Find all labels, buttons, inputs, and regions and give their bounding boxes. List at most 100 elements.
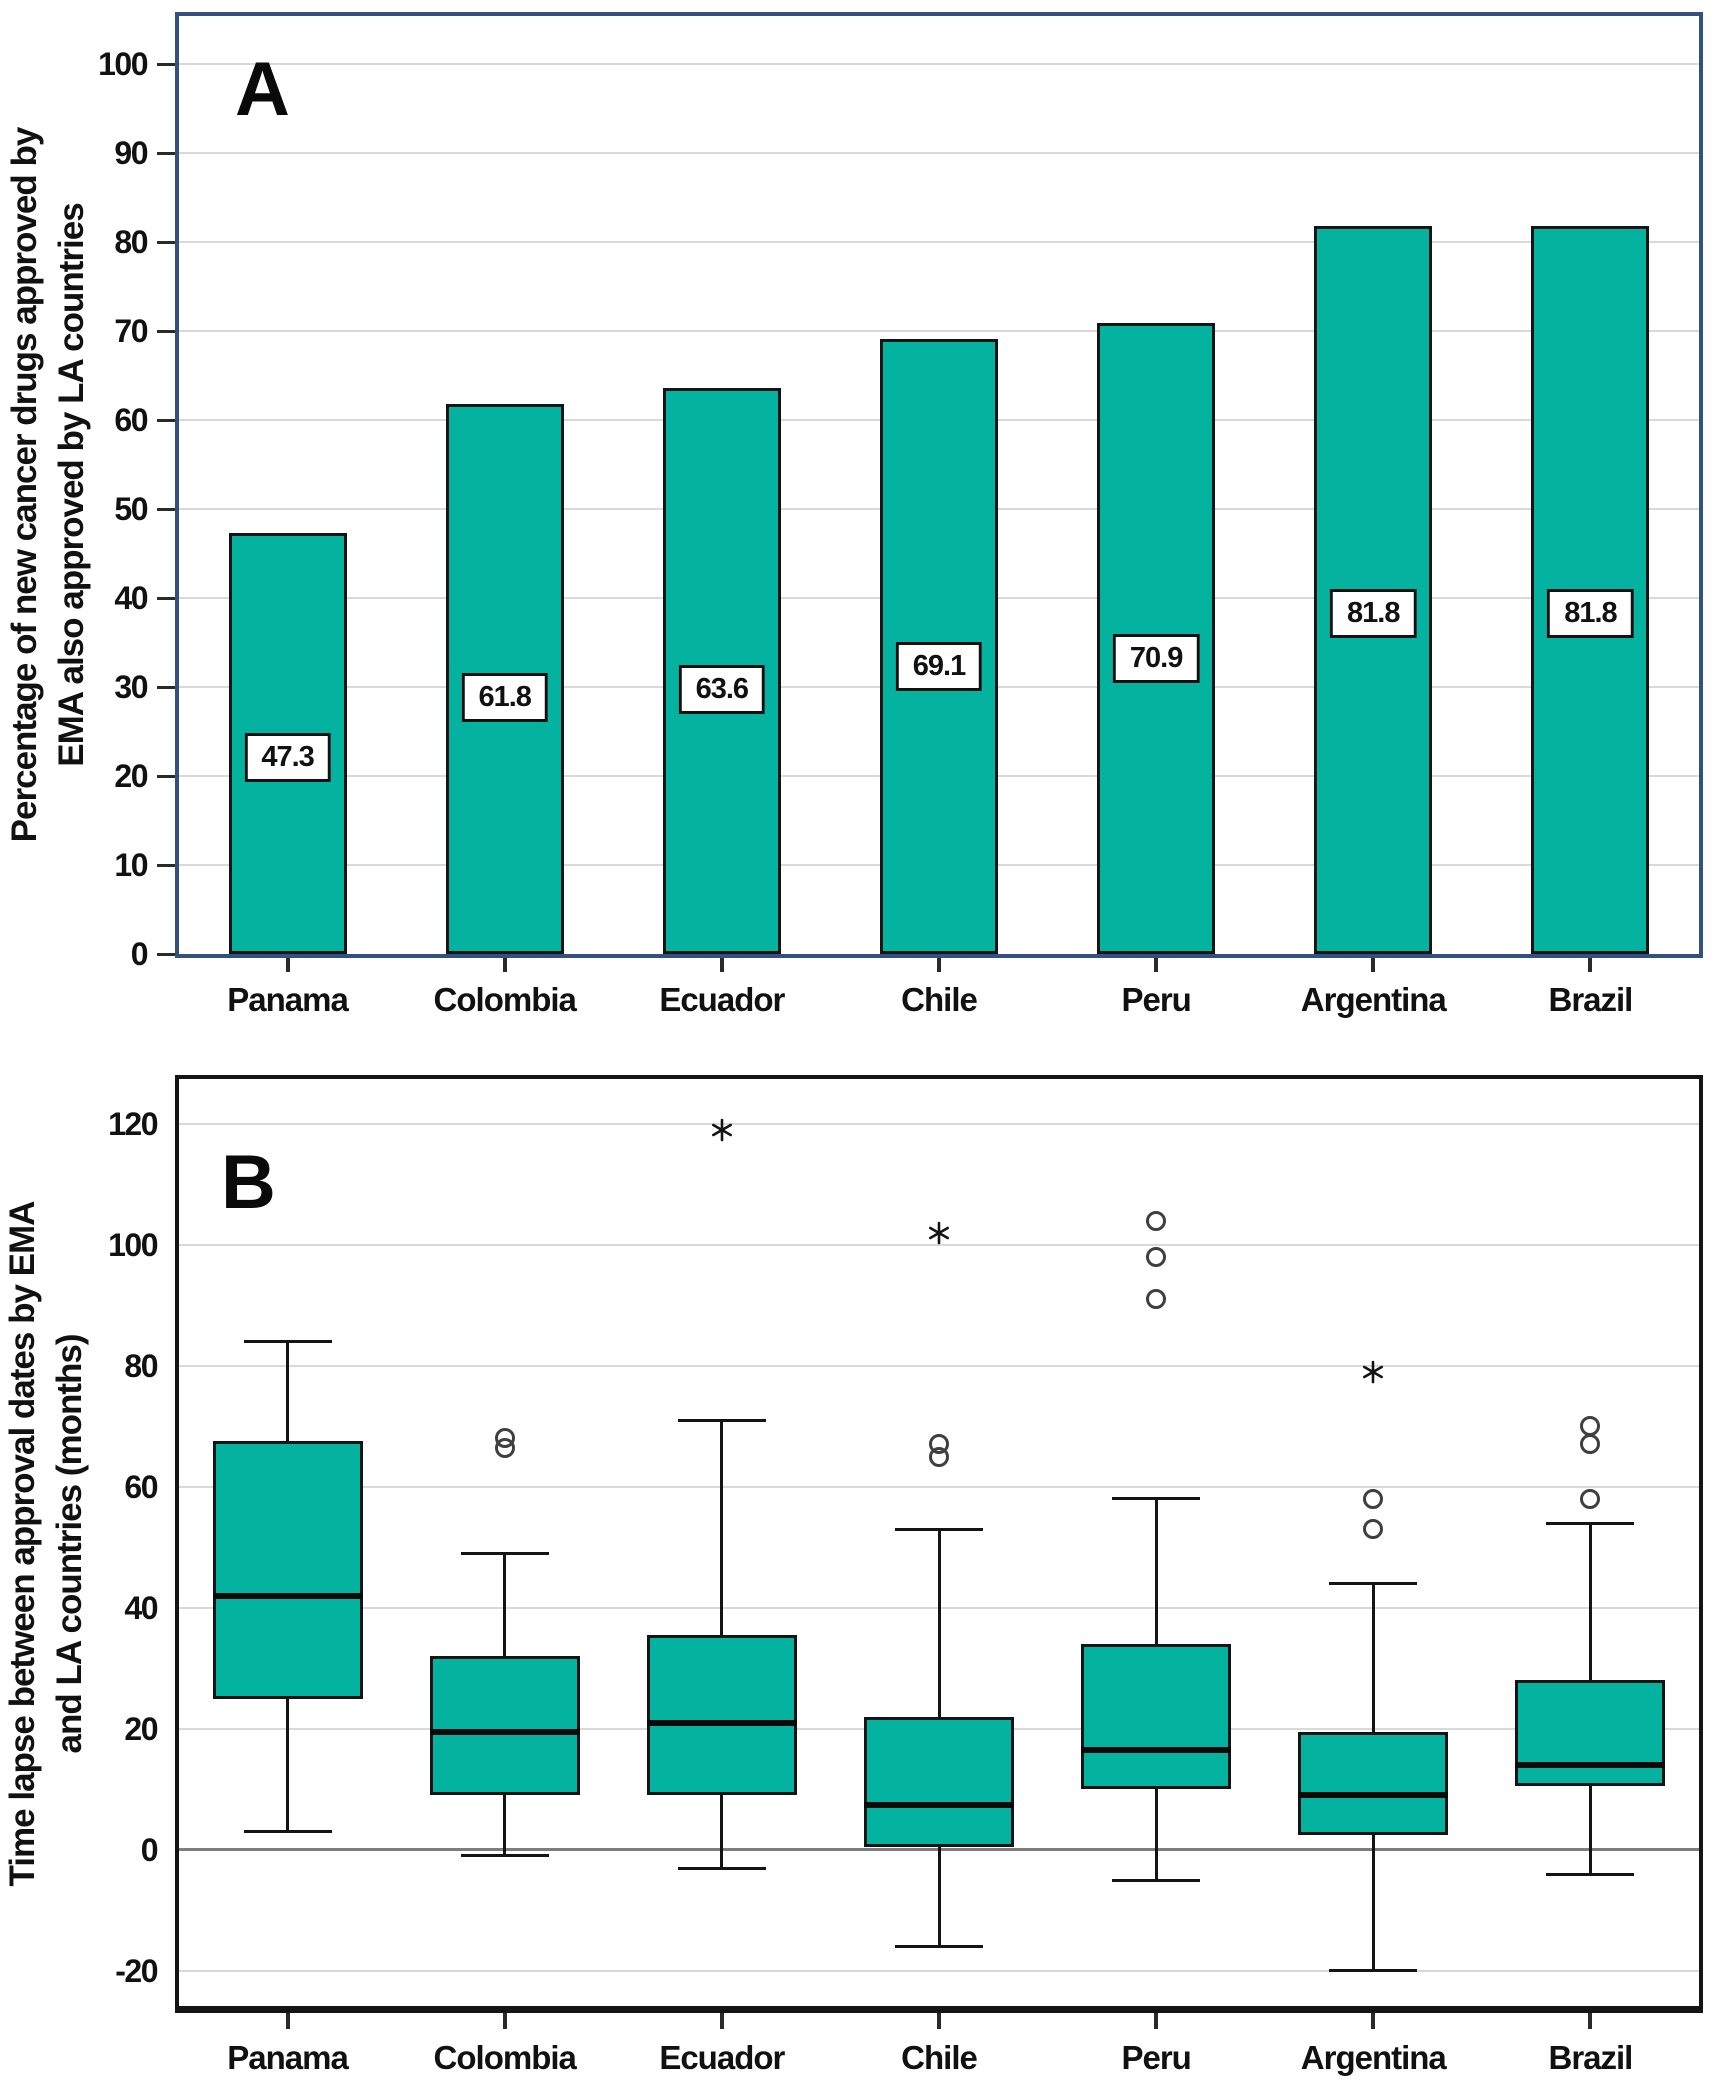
- whisker-upper-peru: [1154, 1498, 1158, 1645]
- x-label-argentina: Argentina: [1300, 2039, 1447, 2076]
- box-brazil: [1515, 1680, 1666, 1787]
- x-tick-ecuador: [719, 2013, 724, 2029]
- bar-value-ecuador: 63.6: [678, 664, 766, 714]
- whisker-cap-low-ecuador: [677, 1866, 766, 1870]
- whisker-cap-high-chile: [895, 1527, 983, 1531]
- panel-b-y-axis-title: Time lapse between approval dates by EMA…: [0, 1044, 93, 2044]
- y-tick-30: [157, 685, 175, 689]
- whisker-cap-low-argentina: [1329, 1969, 1418, 1973]
- whisker-lower-peru: [1154, 1789, 1158, 1881]
- whisker-cap-high-panama: [243, 1340, 332, 1344]
- panel-a-y-axis-title-line2: EMA also approved by LA countries: [52, 203, 91, 767]
- x-tick-colombia: [502, 2013, 507, 2029]
- y-tick-10: [157, 863, 175, 867]
- median-panama: [212, 1592, 363, 1599]
- whisker-cap-high-ecuador: [677, 1418, 766, 1422]
- box-ecuador: [646, 1635, 797, 1796]
- whisker-lower-brazil: [1588, 1786, 1592, 1875]
- whisker-cap-high-argentina: [1329, 1582, 1418, 1586]
- whisker-upper-ecuador: [720, 1420, 724, 1636]
- whisker-lower-ecuador: [720, 1795, 724, 1869]
- y-tick-label-100: 100: [98, 46, 148, 83]
- x-label-brazil: Brazil: [1548, 2039, 1633, 2076]
- box-colombia: [429, 1656, 580, 1796]
- bar-value-brazil: 81.8: [1547, 588, 1634, 638]
- x-tick-ecuador: [719, 958, 724, 972]
- bar-value-peru: 70.9: [1112, 634, 1200, 684]
- median-ecuador: [646, 1719, 797, 1726]
- panel-a-label: A: [235, 47, 290, 132]
- outlier-circle-peru-1: [1146, 1210, 1167, 1231]
- y-tick-0: [157, 952, 175, 956]
- y-tick-20: [157, 774, 175, 778]
- x-tick-panama: [285, 2013, 290, 2029]
- whisker-lower-panama: [286, 1698, 290, 1832]
- median-colombia: [429, 1728, 580, 1735]
- median-brazil: [1515, 1762, 1666, 1769]
- y-tick-70: [157, 329, 175, 333]
- whisker-cap-low-panama: [243, 1830, 332, 1834]
- whisker-upper-argentina: [1371, 1583, 1375, 1732]
- x-label-colombia: Colombia: [433, 981, 577, 1018]
- whisker-cap-high-peru: [1112, 1497, 1201, 1501]
- median-argentina: [1298, 1792, 1449, 1799]
- x-tick-panama: [285, 958, 290, 972]
- gridline-90: [179, 152, 1699, 155]
- x-tick-peru: [1154, 2013, 1159, 2029]
- whisker-cap-high-colombia: [460, 1551, 549, 1555]
- y-tick-label-30: 30: [114, 669, 148, 706]
- x-tick-brazil: [1588, 958, 1593, 972]
- box-peru: [1081, 1644, 1232, 1790]
- outlier-star-chile-1: [926, 1220, 952, 1246]
- whisker-upper-brazil: [1588, 1523, 1592, 1681]
- outlier-circle-brazil-3: [1580, 1488, 1601, 1509]
- box-argentina: [1298, 1731, 1449, 1835]
- y-tick-label-70: 70: [114, 313, 148, 350]
- y-tick-label-20: 20: [114, 758, 148, 794]
- whisker-cap-low-colombia: [460, 1854, 549, 1858]
- panel-a-y-axis-title: Percentage of new cancer drugs approved …: [1, 12, 95, 958]
- x-tick-colombia: [502, 958, 507, 972]
- bar-value-panama: 47.3: [244, 733, 331, 783]
- y-tick-90: [157, 151, 175, 155]
- y-tick-100: [157, 62, 175, 66]
- y-tick-label-100: 100: [108, 1226, 158, 1263]
- gridline-100: [179, 1243, 1699, 1246]
- panel-b-label: B: [221, 1140, 276, 1225]
- bar-value-chile: 69.1: [895, 641, 983, 691]
- outlier-circle-colombia-2: [494, 1437, 515, 1458]
- whisker-lower-argentina: [1371, 1834, 1375, 1971]
- panel-b: Time lapse between approval dates by EMA…: [0, 1040, 1728, 2080]
- gridline-70: [179, 330, 1699, 333]
- x-label-ecuador: Ecuador: [659, 2039, 785, 2076]
- whisker-upper-colombia: [503, 1553, 507, 1657]
- whisker-upper-panama: [286, 1341, 290, 1442]
- y-tick-50: [157, 507, 175, 511]
- x-label-chile: Chile: [901, 981, 978, 1018]
- gridline--20: [179, 1969, 1699, 1972]
- outlier-star-argentina-1: [1360, 1359, 1386, 1385]
- panel-b-y-axis-title-line2: and LA countries (months): [50, 1334, 89, 1754]
- x-label-colombia: Colombia: [433, 2039, 577, 2076]
- whisker-lower-chile: [937, 1846, 941, 1947]
- y-tick-label-60: 60: [114, 402, 148, 439]
- y-tick-60: [157, 418, 175, 422]
- y-tick-label-90: 90: [114, 135, 148, 172]
- outlier-star-ecuador-1: [709, 1117, 735, 1143]
- outlier-circle-argentina-2: [1363, 1519, 1384, 1540]
- x-tick-chile: [937, 2013, 941, 2029]
- x-label-ecuador: Ecuador: [659, 981, 785, 1018]
- y-tick-label-50: 50: [114, 491, 148, 528]
- outlier-circle-chile-2: [929, 1446, 949, 1467]
- gridline-60: [179, 1485, 1699, 1488]
- outlier-circle-peru-2: [1146, 1246, 1167, 1267]
- y-tick-label-80: 80: [114, 224, 148, 261]
- y-tick-label-20: 20: [124, 1710, 158, 1747]
- y-tick-label-40: 40: [114, 580, 148, 617]
- x-tick-argentina: [1371, 2013, 1376, 2029]
- x-label-peru: Peru: [1121, 2039, 1191, 2076]
- y-tick-label-120: 120: [108, 1105, 158, 1142]
- gridline-80: [179, 241, 1699, 244]
- y-tick-40: [157, 596, 175, 600]
- x-tick-brazil: [1588, 2013, 1593, 2029]
